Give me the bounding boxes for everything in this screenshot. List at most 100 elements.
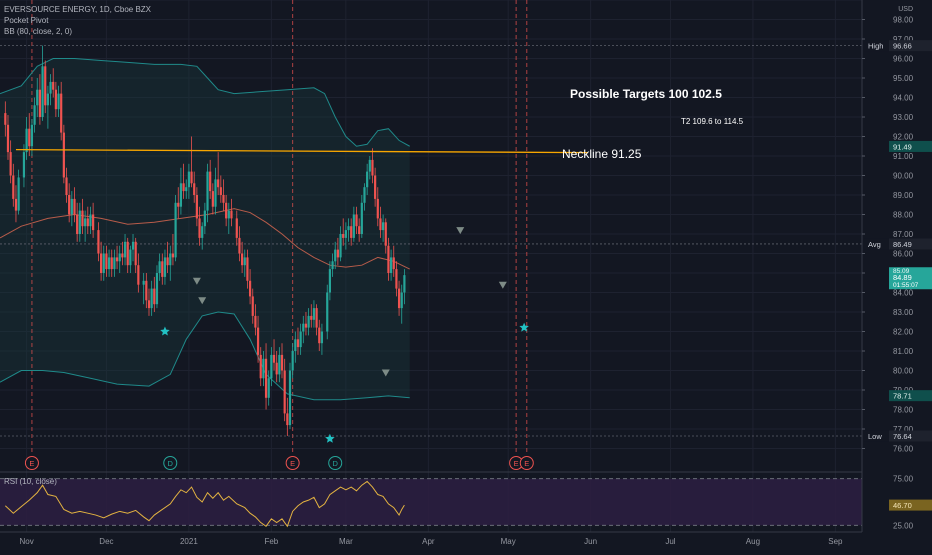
candle-body xyxy=(49,81,52,94)
candle-body xyxy=(22,152,26,178)
t2-annotation[interactable]: T2 109.6 to 114.5 xyxy=(681,117,744,126)
price-tick-label: 80.00 xyxy=(893,367,914,376)
bollinger-lower xyxy=(0,311,410,401)
currency-label: USD xyxy=(898,6,913,13)
candle-body xyxy=(347,226,350,231)
candle xyxy=(76,202,79,242)
candle xyxy=(355,206,358,234)
candle xyxy=(49,74,52,106)
candle xyxy=(304,312,308,336)
candle xyxy=(400,284,403,324)
candle-body xyxy=(248,280,252,297)
candle xyxy=(334,241,337,270)
candle-body xyxy=(54,89,57,110)
candle-body xyxy=(307,315,310,328)
event-badge xyxy=(285,456,300,470)
candle-body xyxy=(33,105,36,125)
symbol-title[interactable]: EVERSOURCE ENERGY, 1D, Cboe BZX xyxy=(4,5,152,14)
candle-body xyxy=(291,351,294,371)
candle xyxy=(256,315,260,363)
candle xyxy=(86,206,89,234)
candle xyxy=(107,249,111,277)
indicator-pocket-pivot[interactable]: Pocket Pivot xyxy=(4,16,49,25)
candle xyxy=(134,237,137,273)
candle-body xyxy=(17,177,20,211)
candle xyxy=(326,284,329,340)
indicator-bollinger[interactable]: BB (80, close, 2, 0) xyxy=(4,27,73,36)
neckline-label[interactable]: Neckline 91.25 xyxy=(562,147,642,161)
candle xyxy=(267,370,270,406)
rsi-legend[interactable]: RSI (10, close) xyxy=(4,477,57,486)
rsi-last-value: 46.70 xyxy=(893,501,912,510)
candle-body xyxy=(123,241,127,258)
candle-body xyxy=(46,93,49,106)
candle xyxy=(363,183,366,211)
candle-body xyxy=(115,257,119,262)
candle xyxy=(12,163,15,207)
candle xyxy=(219,175,222,203)
candle-body xyxy=(78,210,81,234)
candle xyxy=(60,81,63,141)
candle-body xyxy=(113,257,116,270)
candle-body xyxy=(389,257,393,273)
pivot-star-icon xyxy=(160,326,170,336)
price-tick-label: 92.00 xyxy=(893,133,914,142)
price-tick-label: 90.00 xyxy=(893,172,914,181)
candle-body xyxy=(25,128,28,153)
candle-body xyxy=(286,413,289,426)
neckline[interactable] xyxy=(15,148,588,154)
candle xyxy=(97,222,100,262)
candle xyxy=(397,280,401,316)
candle xyxy=(336,237,339,266)
candle xyxy=(376,187,379,227)
price-tick-label: 94.00 xyxy=(893,94,914,103)
rsi-tick-label: 25.00 xyxy=(893,521,914,530)
candle xyxy=(320,323,324,355)
candle xyxy=(382,214,385,242)
candle-body xyxy=(376,198,379,219)
candle-body xyxy=(9,152,12,176)
candle xyxy=(262,351,265,387)
candle-body xyxy=(36,89,39,106)
candle-body xyxy=(137,265,140,285)
avg-label-value: 86.49 xyxy=(893,240,912,249)
candle-body xyxy=(121,253,124,258)
time-tick-label: Sep xyxy=(828,537,843,546)
candle-body xyxy=(177,202,180,207)
candle-body xyxy=(52,81,55,90)
candle-body xyxy=(209,171,212,192)
candle xyxy=(129,245,132,273)
event-badge-label: D xyxy=(333,459,339,468)
avg-label-name: Avg xyxy=(868,240,881,249)
candle-body xyxy=(81,210,84,227)
candle xyxy=(307,308,310,336)
time-tick-label: Aug xyxy=(746,537,760,546)
candle xyxy=(352,206,355,242)
candle xyxy=(179,167,183,215)
candle-body xyxy=(44,66,47,106)
candle xyxy=(389,249,393,281)
candle xyxy=(198,206,201,246)
candle-body xyxy=(153,288,156,305)
candle-body xyxy=(70,198,73,215)
candle xyxy=(278,347,281,383)
candle-body xyxy=(302,323,305,332)
candle xyxy=(161,253,164,285)
candle xyxy=(379,206,382,238)
candle xyxy=(241,241,244,273)
targets-annotation[interactable]: Possible Targets 100 102.5 xyxy=(570,87,722,101)
candle-body xyxy=(217,179,220,188)
candle xyxy=(366,163,369,195)
time-tick-label: Apr xyxy=(422,537,435,546)
candle-body xyxy=(315,308,318,328)
candle xyxy=(131,234,135,262)
candle-body xyxy=(294,339,297,351)
candle xyxy=(33,97,36,133)
price-tick-label: 84.00 xyxy=(893,289,914,298)
time-tick-label: Mar xyxy=(339,537,353,546)
candle-body xyxy=(190,171,193,184)
candle-body xyxy=(342,234,345,238)
candle-body xyxy=(126,241,129,266)
